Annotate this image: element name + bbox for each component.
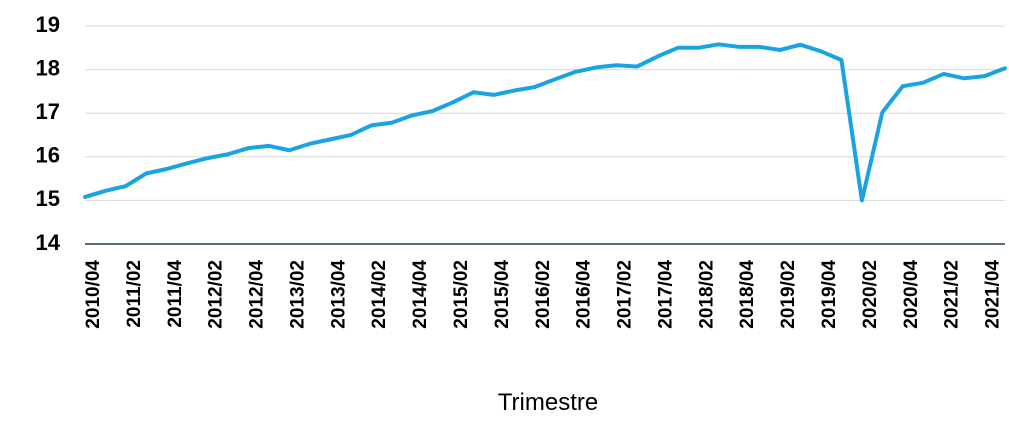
x-tick-label: 2020/02 (860, 260, 881, 329)
y-tick-label: 16 (36, 143, 60, 168)
y-tick-label: 15 (36, 186, 60, 211)
y-tick-label: 18 (36, 55, 60, 80)
x-tick-label: 2015/04 (492, 260, 513, 329)
x-tick-label: 2019/04 (819, 260, 840, 329)
x-tick-label: 2014/02 (369, 260, 390, 329)
x-tick-label: 2017/02 (615, 260, 636, 329)
x-axis-title: Trimestre (498, 389, 598, 416)
x-tick-label: 2016/02 (533, 260, 554, 329)
line-series (83, 42, 1007, 203)
y-tick-label: 14 (36, 230, 61, 255)
x-tick-label: 2013/02 (287, 260, 308, 329)
x-tick-label: 2021/04 (983, 260, 1004, 329)
x-tick-label: 2011/02 (124, 260, 145, 328)
x-tick-label: 2014/04 (410, 260, 431, 329)
x-tick-label: 2018/02 (696, 260, 717, 329)
y-tick-label: 17 (36, 99, 60, 124)
x-tick-label: 2018/04 (737, 260, 758, 329)
x-tick-label: 2020/04 (901, 260, 922, 329)
x-tick-label: 2011/04 (165, 260, 186, 328)
x-tick-label: 2010/04 (83, 260, 104, 329)
x-tick-label: 2017/04 (655, 260, 676, 329)
x-tick-label: 2012/04 (247, 260, 268, 329)
x-tick-label: 2015/02 (451, 260, 472, 329)
x-tick-label: 2016/04 (574, 260, 595, 329)
x-tick-label: 2021/02 (942, 260, 963, 329)
y-tick-label: 19 (36, 12, 60, 37)
x-tick-label: 2013/04 (328, 260, 349, 329)
x-tick-label: 2012/02 (206, 260, 227, 329)
x-tick-label: 2019/02 (778, 260, 799, 329)
